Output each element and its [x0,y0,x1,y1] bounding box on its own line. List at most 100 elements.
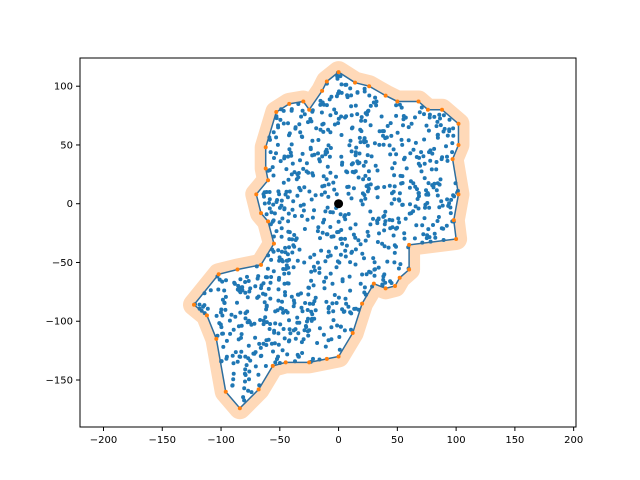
data-point [296,354,301,359]
data-point [362,89,367,94]
data-point [417,110,422,115]
data-point [422,216,427,221]
data-point [381,129,386,134]
data-point [272,211,277,216]
data-point [332,187,337,192]
data-point [379,114,384,119]
data-point [355,90,360,95]
x-tick-label: −200 [90,435,117,446]
data-point [228,331,233,336]
hull-vertex [256,387,261,392]
data-point [243,316,248,321]
hull-vertex [270,363,275,368]
data-point [399,137,404,142]
data-point [400,202,405,207]
data-point [392,161,397,166]
data-point [422,137,427,142]
data-point [374,103,379,108]
data-point [324,275,328,280]
data-point [408,179,413,184]
data-point [394,103,399,108]
data-point [252,321,257,326]
x-tick-label: 100 [447,435,466,446]
x-tick-label: −150 [149,435,176,446]
data-point [344,114,349,119]
data-point [434,160,439,164]
data-point [279,203,284,208]
data-point [444,223,449,228]
data-point [299,305,304,310]
data-point [263,315,268,320]
hull-vertex [454,236,459,241]
data-point [316,225,321,230]
hull-vertex [266,178,271,183]
data-point [338,324,343,329]
data-point [365,229,370,234]
data-point [311,264,316,269]
hull-vertex [456,142,461,147]
data-point [326,310,331,315]
data-point [380,241,385,246]
data-point [380,282,385,287]
data-point [432,114,437,119]
data-point [243,290,248,295]
data-point [422,176,427,181]
data-point [359,115,364,120]
data-point [201,304,206,309]
data-point [331,318,336,323]
data-point [321,220,326,225]
data-point [272,156,276,160]
data-point [434,167,439,172]
data-point [267,197,272,202]
data-point [271,349,275,354]
data-point [286,154,290,159]
data-point [292,214,297,218]
data-point [297,247,302,252]
data-point [279,198,284,203]
data-point [302,260,307,265]
data-point [324,103,329,108]
hull-vertex [416,99,421,104]
data-point [389,281,394,285]
data-point [334,111,338,115]
data-point [445,158,450,163]
data-point [336,121,341,126]
data-point [336,295,341,300]
data-point [306,292,311,297]
data-point [243,367,248,372]
data-point [296,292,301,297]
data-point [268,280,273,285]
data-point [344,243,349,248]
data-point [246,388,251,393]
data-point [358,242,363,247]
data-point [334,301,339,305]
data-point [258,345,263,350]
data-point [366,169,371,174]
data-point [371,256,376,261]
data-point [293,327,298,332]
data-point [223,294,228,299]
data-point [290,207,295,212]
data-point [274,151,278,156]
data-point [242,386,247,391]
data-point [328,170,333,175]
data-point [420,223,425,228]
hull-vertex [274,110,279,115]
data-point [227,318,232,323]
hull-vertex [266,219,271,224]
data-point [239,332,244,337]
data-point [312,268,317,273]
data-point [334,265,339,270]
data-point [377,129,382,134]
data-point [368,270,373,275]
data-point [394,152,399,157]
data-point [316,138,321,142]
data-point [306,120,310,125]
data-point [349,93,354,98]
data-point [367,93,372,98]
data-point [270,165,275,170]
hull-vertex [456,121,461,126]
data-point [267,206,272,211]
data-point [268,222,273,227]
data-point [373,163,378,168]
